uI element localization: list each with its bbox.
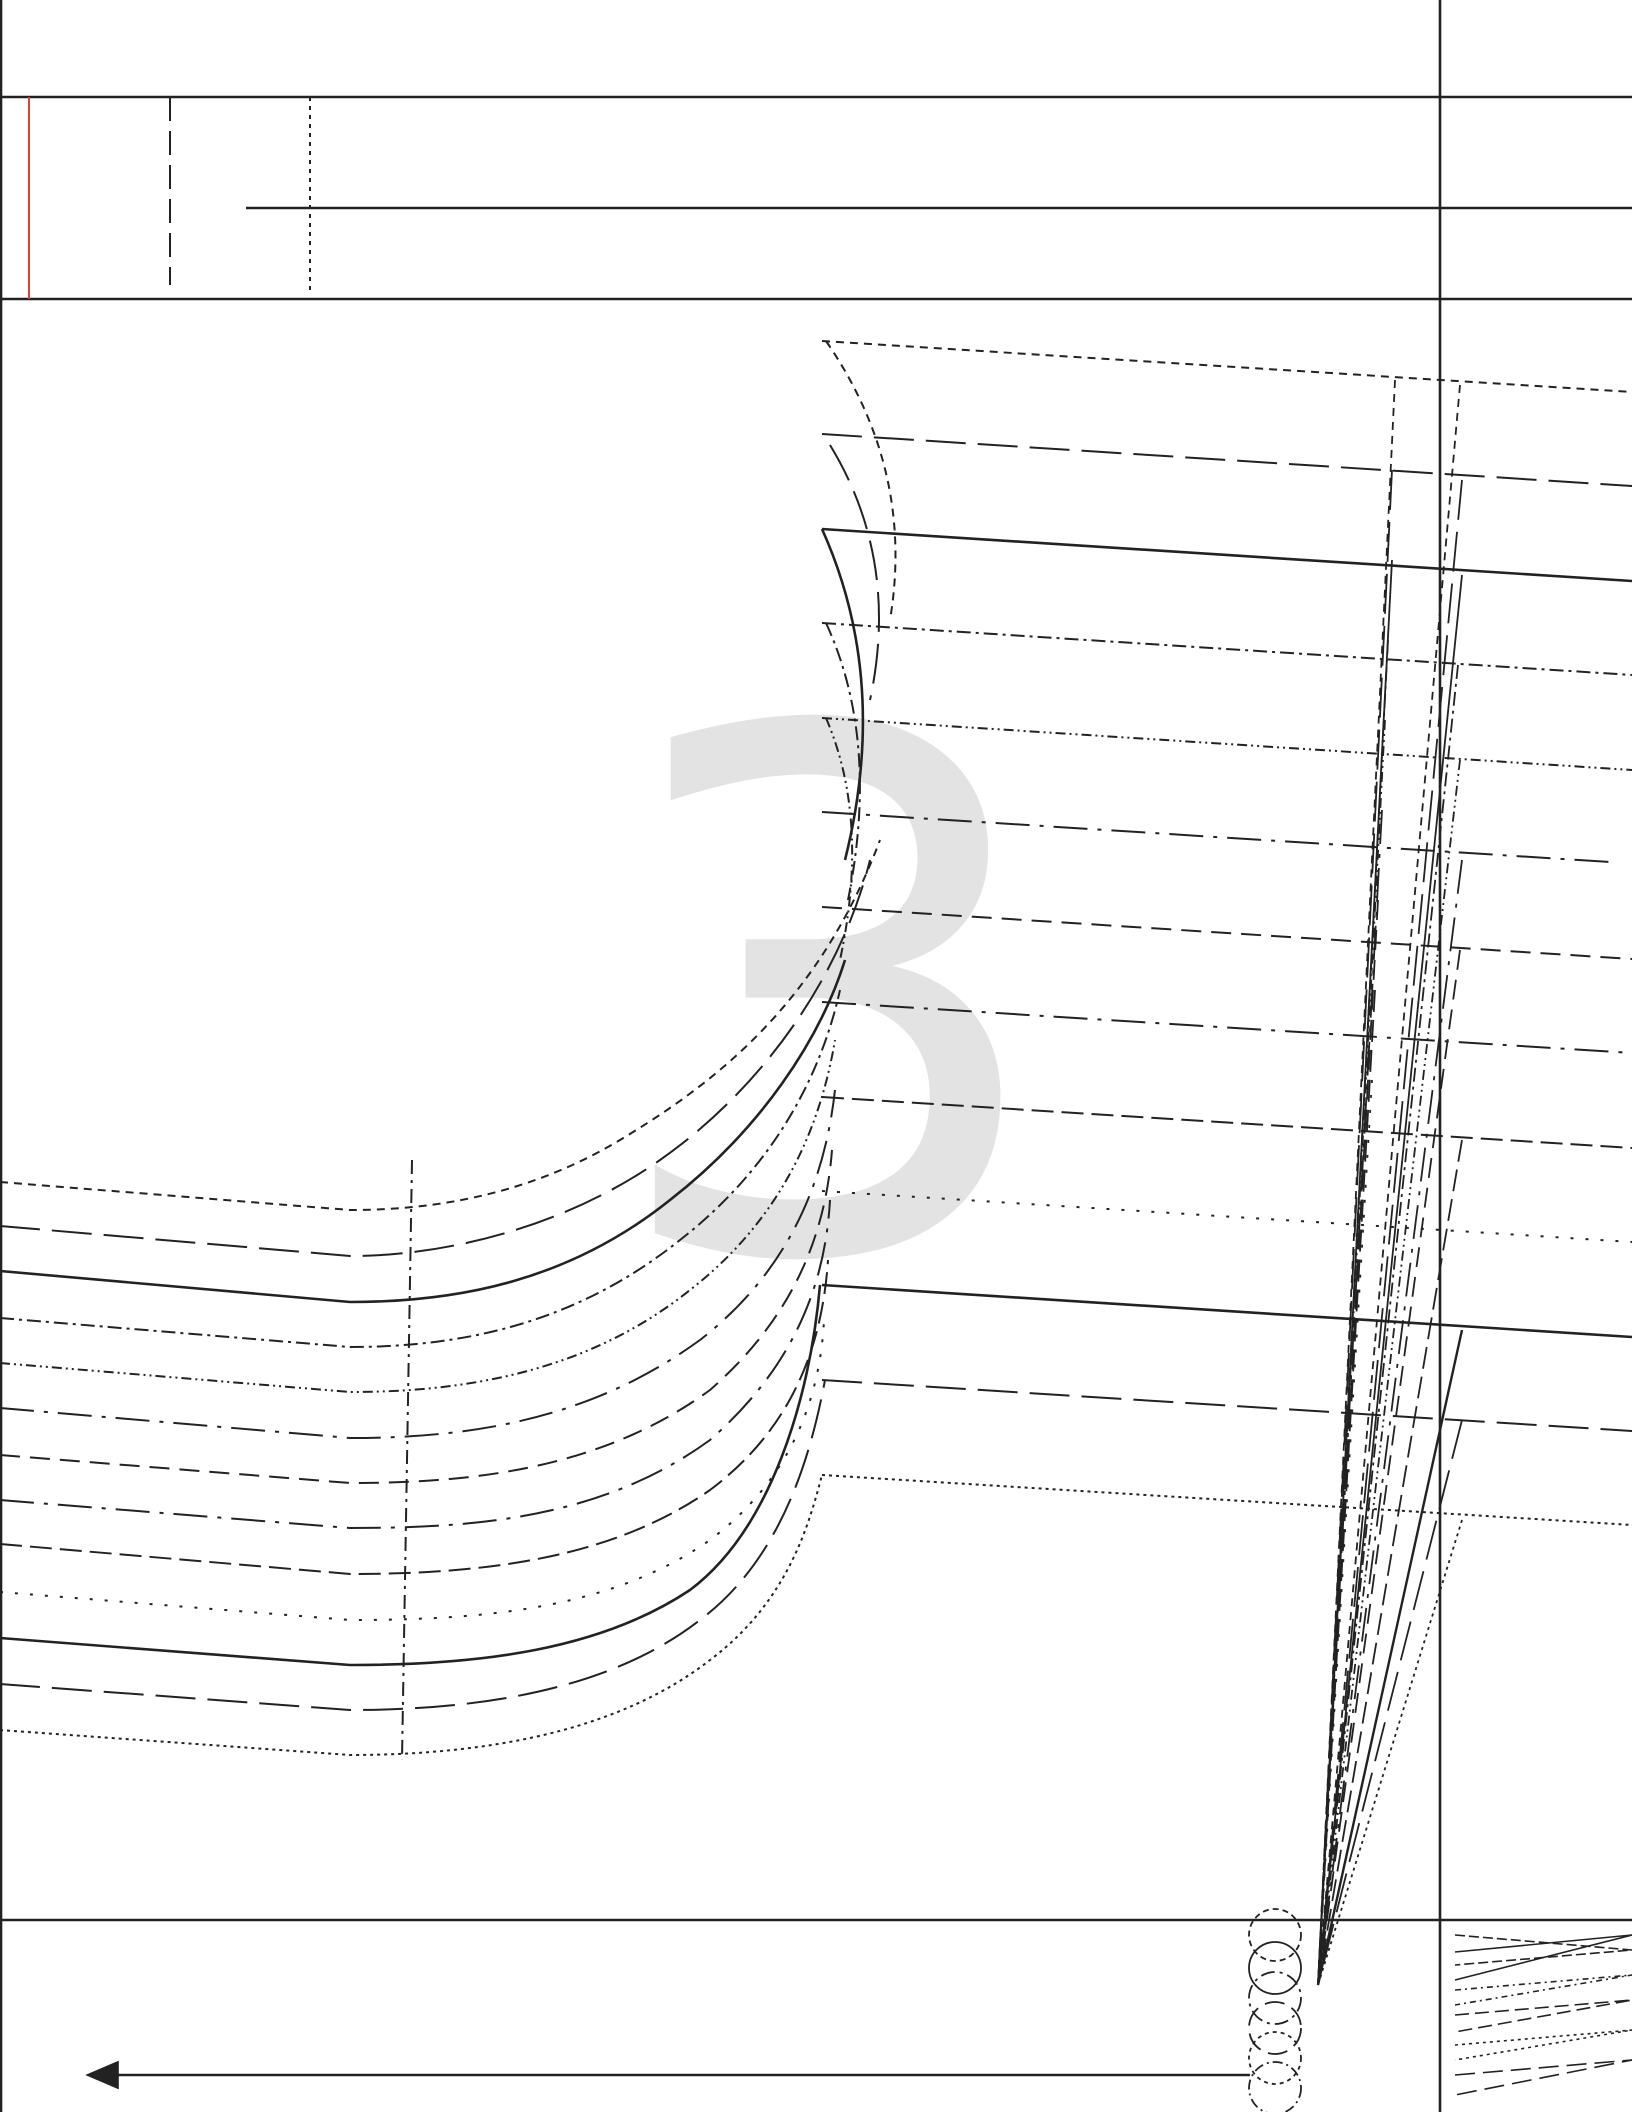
- size-line-7: [821, 906, 1632, 960]
- size-line-3: [821, 527, 1632, 583]
- curve-l: [0, 1379, 826, 1712]
- button-marker: [1248, 2031, 1302, 2085]
- size-line-8: [821, 1001, 1632, 1054]
- seam-line-16: [1317, 949, 1461, 1986]
- seam-line-8: [1317, 989, 1376, 1986]
- size-line-13: [821, 1474, 1632, 1526]
- seam-line-19: [1317, 1419, 1463, 1986]
- size-line-6: [821, 811, 1611, 863]
- seam-line-15: [1317, 859, 1463, 1986]
- grading-notch-line: [401, 1159, 413, 1761]
- curve-e: [0, 1039, 836, 1394]
- curve-d: [0, 989, 841, 1349]
- armhole-curve-3: [820, 528, 865, 861]
- button-marker: [1248, 2061, 1302, 2112]
- curve-f: [0, 1089, 836, 1440]
- curve-k: [0, 1284, 822, 1667]
- hem-zigzag-marks: [1454, 1934, 1632, 2096]
- seam-line-13: [1317, 664, 1459, 1986]
- size-line-11: [821, 1283, 1632, 1339]
- seam-line-11: [1317, 479, 1463, 1986]
- armhole-curve-5: [825, 717, 854, 961]
- size-line-9: [821, 1096, 1632, 1149]
- curve-a: [0, 839, 881, 1212]
- curve-m: [0, 1474, 823, 1757]
- seam-line-9: [1317, 1079, 1373, 1986]
- seam-line-10: [1317, 384, 1461, 1986]
- size-line-12: [821, 1379, 1632, 1432]
- armhole-curve-4: [825, 622, 861, 901]
- seam-line-18: [1316, 1329, 1464, 1986]
- size-line-2: [821, 433, 1632, 487]
- armhole-curve-2: [829, 444, 880, 701]
- seam-line-17: [1317, 1139, 1463, 1986]
- size-legend-key: [28, 97, 1632, 299]
- size-line-10: [821, 1190, 1632, 1243]
- curve-g: [0, 1149, 833, 1485]
- button-marker: [1248, 2001, 1302, 2055]
- button-marker: [1248, 1908, 1302, 1962]
- size-line-1: [821, 340, 1632, 393]
- size-line-5: [821, 717, 1632, 771]
- button-marker: [1248, 1971, 1302, 2025]
- upper-piece-size-lines: [821, 340, 1632, 1526]
- button-marker: [1248, 1941, 1302, 1995]
- size-line-4: [821, 622, 1632, 676]
- seam-line-12: [1317, 574, 1463, 1986]
- side-seam-converging-lines: [1316, 379, 1464, 1986]
- seam-line-4: [1317, 639, 1389, 1986]
- curve-b: [0, 859, 871, 1258]
- curve-c: [0, 959, 847, 1304]
- armhole-curves: [820, 340, 897, 961]
- lower-left-size-curves: [0, 839, 881, 1757]
- curve-h: [0, 1199, 831, 1530]
- armhole-curve-1: [825, 340, 897, 621]
- curve-j: [0, 1319, 825, 1622]
- button-marker-stack: [1248, 1908, 1302, 2112]
